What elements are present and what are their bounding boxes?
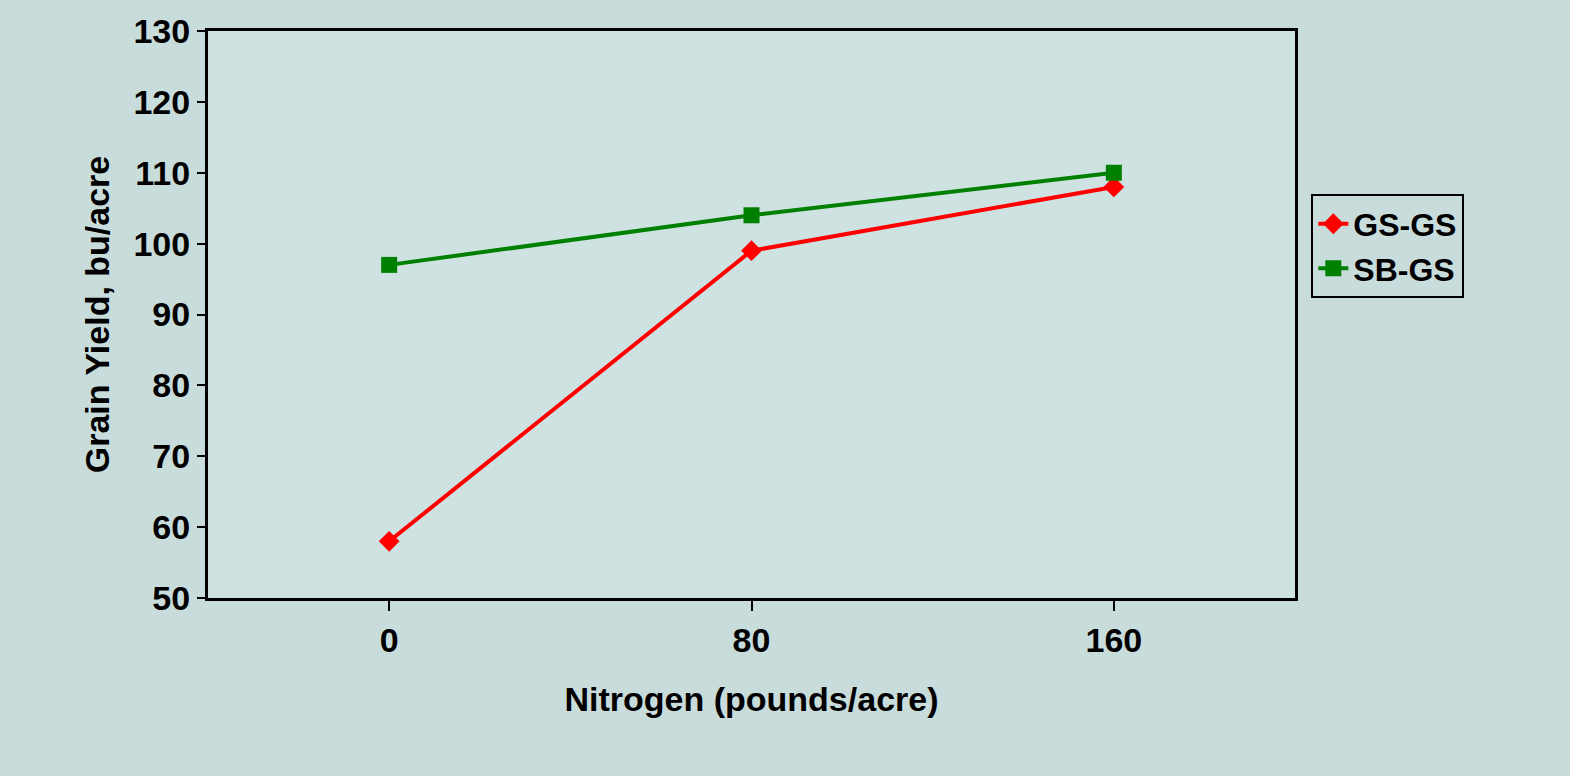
- svg-text:Grain Yield, bu/acre: Grain Yield, bu/acre: [78, 156, 116, 473]
- svg-text:110: 110: [135, 154, 190, 192]
- svg-text:130: 130: [133, 12, 190, 50]
- svg-text:70: 70: [152, 437, 190, 475]
- svg-text:100: 100: [133, 225, 190, 263]
- svg-text:Nitrogen (pounds/acre): Nitrogen (pounds/acre): [564, 680, 938, 718]
- svg-text:90: 90: [152, 295, 190, 333]
- svg-text:80: 80: [152, 366, 190, 404]
- svg-text:120: 120: [133, 83, 190, 121]
- svg-text:50: 50: [152, 579, 190, 617]
- svg-text:GS-GS: GS-GS: [1353, 207, 1456, 243]
- svg-text:0: 0: [380, 621, 399, 659]
- svg-text:SB-GS: SB-GS: [1353, 252, 1454, 288]
- svg-text:80: 80: [733, 621, 771, 659]
- svg-text:60: 60: [152, 508, 190, 546]
- svg-text:160: 160: [1085, 621, 1142, 659]
